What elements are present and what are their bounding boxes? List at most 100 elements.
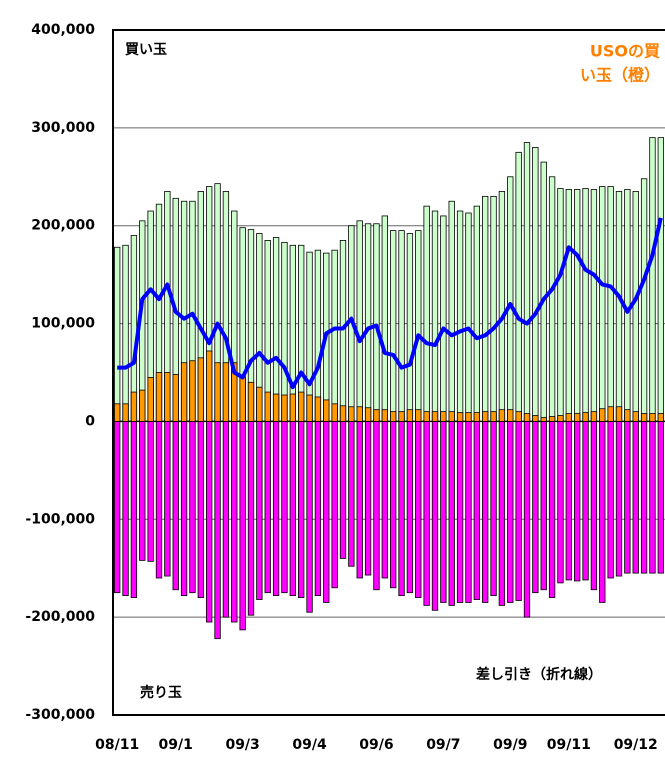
x-tick-label: 09/12	[614, 737, 658, 753]
bar	[373, 421, 380, 591]
bar	[557, 188, 564, 422]
bar	[599, 408, 606, 422]
bar	[331, 421, 338, 589]
bar	[431, 411, 439, 422]
bar	[557, 415, 564, 422]
bar	[197, 357, 204, 422]
bar	[615, 191, 623, 422]
y-tick-label: -300,000	[25, 707, 95, 723]
bar	[406, 233, 414, 422]
bar	[515, 411, 522, 422]
bar	[657, 413, 664, 422]
bar	[314, 249, 322, 422]
bar	[532, 147, 539, 422]
bar	[147, 376, 154, 422]
bar	[448, 200, 455, 422]
bar	[515, 151, 522, 422]
bar	[264, 391, 271, 422]
bar	[298, 421, 305, 598]
bar	[565, 421, 572, 581]
bar	[498, 409, 506, 422]
bar	[624, 421, 631, 574]
bar	[398, 230, 405, 422]
bar	[122, 244, 129, 422]
bar	[180, 362, 188, 422]
bar	[122, 421, 129, 597]
bar	[640, 413, 648, 422]
bar	[348, 421, 355, 567]
bar	[624, 409, 631, 422]
bar	[381, 409, 388, 422]
bar	[632, 191, 639, 422]
bar	[155, 421, 163, 579]
bar	[448, 411, 455, 422]
bar	[189, 360, 196, 422]
bar	[247, 381, 255, 422]
bar	[381, 215, 388, 422]
bar	[574, 421, 581, 582]
bar	[339, 421, 347, 559]
bar	[298, 391, 305, 422]
bar	[473, 205, 480, 422]
bar	[498, 191, 506, 422]
bar	[423, 411, 430, 422]
bar	[356, 220, 363, 422]
bar	[164, 421, 171, 577]
bar	[214, 362, 221, 422]
bar	[490, 195, 497, 422]
x-tick-label: 09/6	[359, 737, 393, 753]
bar	[415, 421, 422, 598]
bar	[599, 186, 606, 422]
bar	[122, 403, 129, 422]
bar	[314, 421, 322, 597]
bar	[490, 411, 497, 422]
bar	[640, 178, 648, 422]
bar	[607, 186, 614, 422]
bar	[406, 421, 414, 594]
bar	[398, 421, 405, 597]
bar	[473, 421, 480, 600]
bar	[364, 421, 372, 576]
bar	[390, 230, 397, 422]
bar	[582, 421, 589, 581]
bar	[256, 386, 263, 422]
bar	[390, 411, 397, 422]
annotation: 差し引き（折れ線）	[476, 666, 602, 683]
y-tick-label: 0	[85, 413, 95, 429]
bar	[465, 421, 472, 603]
bar	[632, 421, 639, 574]
bar	[281, 394, 288, 422]
bar	[574, 413, 581, 422]
bar	[565, 413, 572, 422]
bar	[532, 421, 539, 594]
bar	[172, 374, 179, 422]
y-tick-label: -100,000	[25, 511, 95, 527]
bar	[164, 372, 171, 422]
bar	[599, 421, 606, 603]
bar	[615, 406, 623, 422]
bar	[406, 409, 414, 422]
bar	[239, 421, 246, 631]
bar	[256, 421, 263, 600]
bar	[456, 412, 464, 422]
bar	[548, 176, 556, 422]
bar	[289, 421, 296, 597]
bar	[456, 210, 464, 422]
bar	[172, 421, 179, 591]
bar	[507, 421, 514, 603]
bar	[272, 393, 280, 422]
bar	[373, 223, 380, 422]
bar	[390, 421, 397, 589]
bar	[657, 421, 664, 574]
bar	[306, 394, 313, 422]
bar	[523, 142, 531, 422]
y-tick-label: -200,000	[25, 609, 95, 625]
bar	[440, 421, 447, 603]
bar	[473, 412, 480, 422]
bar	[456, 421, 464, 603]
bar	[348, 406, 355, 422]
bar	[398, 411, 405, 422]
bar	[649, 137, 656, 422]
bar	[540, 417, 547, 422]
